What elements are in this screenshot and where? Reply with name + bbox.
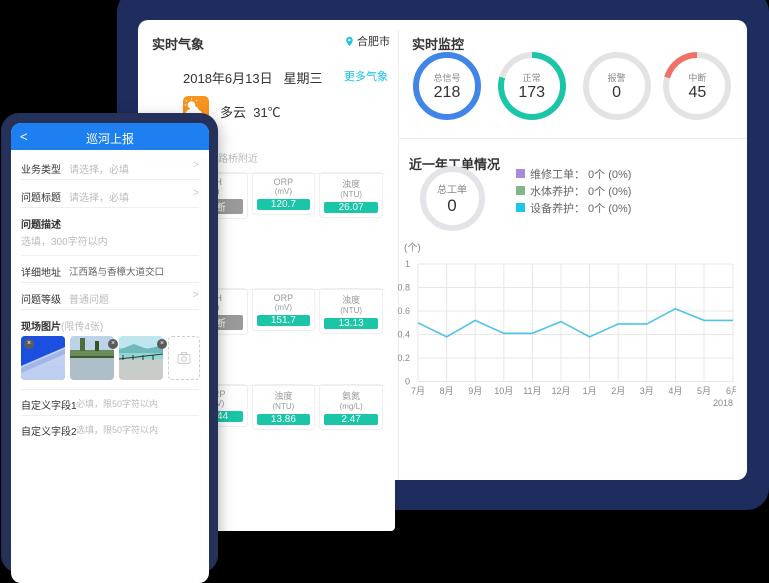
svg-text:0.6: 0.6 (397, 306, 410, 316)
svg-text:0: 0 (405, 377, 410, 387)
svg-text:11月: 11月 (523, 386, 541, 396)
svg-text:2018: 2018 (713, 398, 733, 408)
svg-text:10月: 10月 (494, 386, 513, 396)
svg-text:12月: 12月 (551, 386, 570, 396)
svg-text:9月: 9月 (468, 386, 482, 396)
svg-text:1: 1 (405, 259, 410, 269)
svg-text:2月: 2月 (611, 386, 625, 396)
svg-text:7月: 7月 (411, 386, 425, 396)
svg-text:0.4: 0.4 (397, 330, 410, 340)
svg-text:6月: 6月 (726, 386, 736, 396)
svg-text:3月: 3月 (640, 386, 654, 396)
svg-text:5月: 5月 (697, 386, 711, 396)
svg-text:4月: 4月 (668, 386, 682, 396)
svg-text:1月: 1月 (583, 386, 597, 396)
svg-text:0.8: 0.8 (397, 283, 410, 293)
svg-text:8月: 8月 (440, 386, 454, 396)
svg-text:0.2: 0.2 (397, 353, 410, 363)
